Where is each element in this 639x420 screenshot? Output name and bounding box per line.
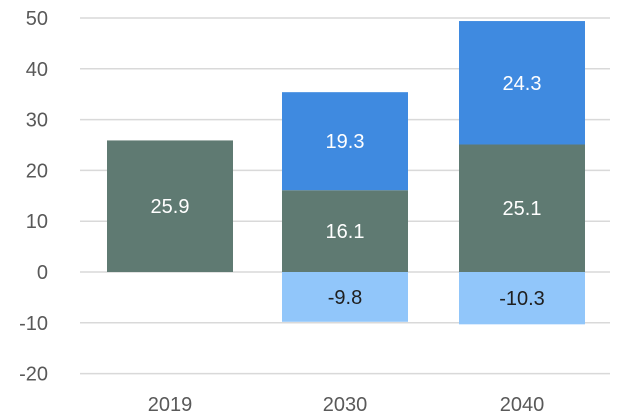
data-label: -10.3 [499, 288, 545, 310]
y-tick-label: -10 [19, 313, 48, 335]
data-label: 19.3 [326, 131, 365, 153]
x-tick-label: 2040 [500, 394, 545, 416]
y-tick-label: 0 [37, 262, 48, 284]
data-labels: 25.9 16.1 19.3 -9.8 25.1 24.3 -10.3 [151, 73, 545, 310]
y-tick-label: -20 [19, 364, 48, 386]
data-label: 24.3 [503, 73, 542, 95]
y-tick-label: 30 [26, 110, 48, 132]
x-axis: 2019 2030 2040 [148, 394, 545, 416]
y-tick-label: 50 [26, 8, 48, 30]
x-tick-label: 2019 [148, 394, 193, 416]
bar-segment [282, 92, 408, 191]
data-label: -9.8 [328, 287, 362, 309]
bar-segment [282, 272, 408, 322]
bar-segment [459, 144, 585, 272]
bar-segment [282, 190, 408, 272]
y-tick-label: 10 [26, 211, 48, 233]
bars [107, 21, 585, 325]
bar-segment [107, 140, 233, 272]
data-label: 25.1 [503, 198, 542, 220]
y-axis: -20 -10 0 10 20 30 40 50 [19, 8, 48, 386]
bar-segment [459, 272, 585, 325]
y-tick-label: 20 [26, 160, 48, 182]
x-tick-label: 2030 [323, 394, 368, 416]
data-label: 25.9 [151, 196, 190, 218]
data-label: 16.1 [326, 221, 365, 243]
bar-segment [459, 21, 585, 145]
y-tick-label: 40 [26, 59, 48, 81]
